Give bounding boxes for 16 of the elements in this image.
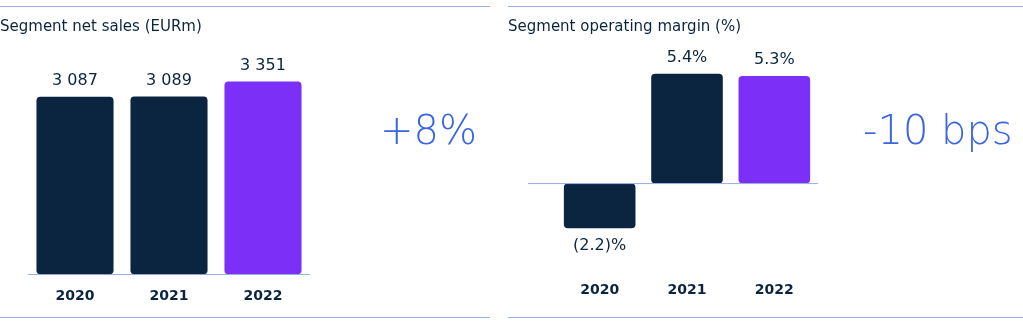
data-label: 5.3% <box>754 49 795 69</box>
data-label: 3 089 <box>146 69 192 89</box>
x-tick-label: 2020 <box>580 281 620 298</box>
data-label: (2.2)% <box>573 235 627 255</box>
chart-title: Segment operating margin (%) <box>508 17 742 35</box>
chart-title: Segment net sales (EURm) <box>0 17 202 35</box>
data-label: 3 351 <box>240 54 286 74</box>
x-tick-label: 2021 <box>149 287 189 304</box>
data-label: 5.4% <box>666 47 708 67</box>
x-tick-label: 2021 <box>667 281 707 298</box>
x-tick-label: 2020 <box>55 287 95 304</box>
x-tick-label: 2022 <box>754 281 794 298</box>
x-tick-label: 2022 <box>243 287 283 304</box>
text: -10 bps <box>863 107 1013 153</box>
data-label: 3 087 <box>52 69 98 89</box>
text: +8% <box>380 107 477 153</box>
